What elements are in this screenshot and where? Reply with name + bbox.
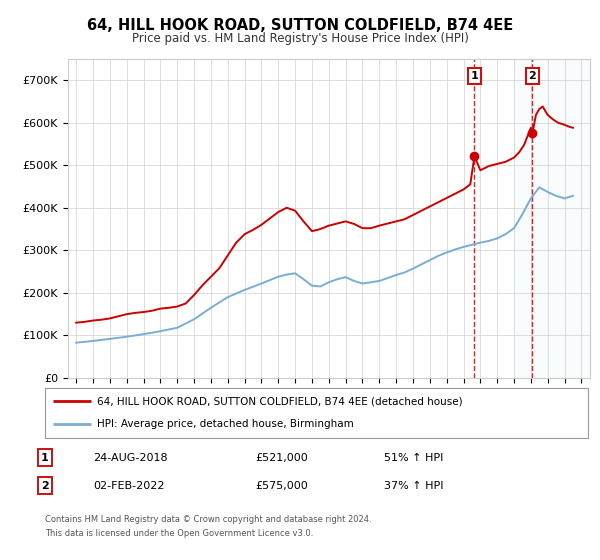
Text: 2: 2 <box>41 480 49 491</box>
Text: 2: 2 <box>529 71 536 81</box>
Bar <box>514 59 590 378</box>
Text: This data is licensed under the Open Government Licence v3.0.: This data is licensed under the Open Gov… <box>45 529 313 538</box>
Text: 02-FEB-2022: 02-FEB-2022 <box>93 480 164 491</box>
FancyBboxPatch shape <box>45 388 588 438</box>
Text: 1: 1 <box>41 452 49 463</box>
Text: 1: 1 <box>470 71 478 81</box>
Text: 24-AUG-2018: 24-AUG-2018 <box>93 452 167 463</box>
Text: Contains HM Land Registry data © Crown copyright and database right 2024.: Contains HM Land Registry data © Crown c… <box>45 515 371 524</box>
Text: 37% ↑ HPI: 37% ↑ HPI <box>384 480 443 491</box>
Text: 64, HILL HOOK ROAD, SUTTON COLDFIELD, B74 4EE: 64, HILL HOOK ROAD, SUTTON COLDFIELD, B7… <box>87 18 513 32</box>
Text: HPI: Average price, detached house, Birmingham: HPI: Average price, detached house, Birm… <box>97 419 353 430</box>
Text: £575,000: £575,000 <box>255 480 308 491</box>
Text: £521,000: £521,000 <box>255 452 308 463</box>
Text: 51% ↑ HPI: 51% ↑ HPI <box>384 452 443 463</box>
Text: Price paid vs. HM Land Registry's House Price Index (HPI): Price paid vs. HM Land Registry's House … <box>131 31 469 45</box>
Text: 64, HILL HOOK ROAD, SUTTON COLDFIELD, B74 4EE (detached house): 64, HILL HOOK ROAD, SUTTON COLDFIELD, B7… <box>97 396 462 406</box>
